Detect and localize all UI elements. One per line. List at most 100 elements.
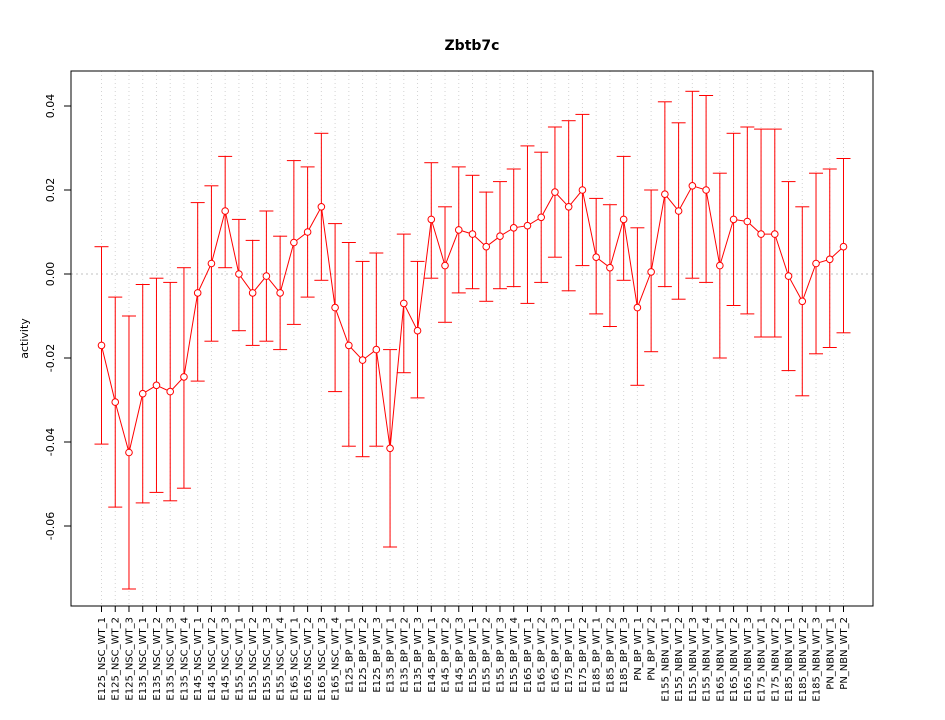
x-tick-label: E155_BP_WT_3	[495, 617, 506, 693]
x-tick-label: E125_BP_WT_3	[372, 617, 383, 693]
data-point	[386, 444, 394, 453]
data-point	[647, 268, 655, 276]
x-tick-label: E155_NBN_WT_3	[688, 617, 699, 702]
x-tick-label: E135_NSC_WT_2	[152, 617, 163, 701]
x-tick-label: E155_NSC_WT_3	[262, 617, 273, 701]
x-tick-label: E145_NSC_WT_1	[193, 617, 204, 701]
x-tick-label: E145_NSC_WT_2	[207, 617, 218, 701]
x-tick-label: E155_BP_WT_1	[468, 617, 479, 693]
x-tick-label: E175_BP_WT_2	[578, 617, 589, 693]
data-point	[441, 261, 449, 270]
data-point	[303, 228, 312, 236]
data-point	[138, 389, 147, 398]
x-tick-label: E155_NSC_WT_4	[276, 617, 287, 701]
y-tick-label: 0.00	[44, 262, 57, 287]
x-tick-label: E185_BP_WT_3	[619, 617, 630, 693]
x-tick-label: E155_BP_WT_4	[509, 617, 520, 693]
data-point	[290, 238, 298, 247]
data-point	[358, 356, 367, 364]
data-point	[399, 299, 408, 308]
error-bars	[94, 90, 851, 590]
data-point	[633, 303, 642, 312]
x-tick-label: E165_NSC_WT_3	[317, 617, 328, 701]
data-point	[523, 221, 532, 230]
data-point	[111, 398, 120, 406]
data-point	[551, 188, 559, 196]
x-tick-label: E135_BP_WT_2	[399, 617, 410, 693]
data-point	[372, 345, 381, 354]
data-point	[509, 224, 518, 232]
data-point	[276, 289, 284, 297]
y-axis-label: activity	[18, 318, 31, 359]
x-tick-label: E165_NSC_WT_1	[289, 617, 300, 701]
data-point	[193, 289, 202, 297]
data-point	[496, 232, 504, 240]
x-tick-label: E165_NBN_WT_3	[743, 617, 754, 702]
x-tick-label: E155_NSC_WT_1	[234, 617, 245, 701]
x-tick-label: E125_BP_WT_1	[344, 617, 355, 693]
x-tick-label: E155_NSC_WT_2	[248, 617, 259, 701]
data-point	[537, 213, 546, 222]
x-tick-label: E145_BP_WT_3	[454, 617, 465, 693]
y-tick-label: -0.02	[44, 344, 57, 372]
y-tick-label: -0.06	[44, 512, 57, 540]
x-tick-label: E185_BP_WT_2	[605, 617, 616, 693]
data-point	[413, 326, 422, 335]
data-point	[345, 341, 353, 350]
data-points	[97, 182, 848, 457]
x-tick-label: E175_NBN_WT_1	[757, 617, 768, 702]
data-point	[221, 207, 229, 215]
data-point	[784, 272, 793, 280]
data-point	[674, 207, 683, 215]
x-tick-label: PN_NBN_WT_2	[839, 617, 850, 690]
x-tick-label: E175_NBN_WT_2	[770, 617, 781, 702]
data-point	[578, 186, 587, 194]
y-tick-label: 0.02	[44, 178, 57, 203]
data-point	[427, 215, 436, 224]
x-tick-label: E125_NSC_WT_3	[124, 617, 135, 701]
x-tick-label: E165_BP_WT_2	[537, 617, 548, 693]
data-point	[729, 215, 738, 224]
data-point	[839, 242, 848, 251]
x-tick-label: E185_NBN_WT_2	[798, 617, 809, 702]
x-tick-label: E135_NSC_WT_1	[138, 617, 149, 701]
data-point	[688, 182, 697, 190]
y-axis: -0.06 -0.04 -0.02 0.00 0.02 0.04	[44, 94, 71, 540]
data-point	[812, 259, 820, 268]
data-point	[97, 341, 106, 350]
x-tick-label: PN_BP_WT_1	[633, 617, 644, 681]
x-tick-label: E155_BP_WT_2	[482, 617, 493, 693]
x-tick-label: E135_BP_WT_1	[386, 617, 397, 693]
data-point	[317, 203, 326, 211]
x-tick-label: E155_NBN_WT_1	[660, 617, 671, 702]
data-point	[207, 259, 216, 268]
data-point	[661, 190, 669, 198]
x-tick-label: E185_NBN_WT_1	[784, 617, 795, 702]
data-point	[482, 242, 491, 251]
data-point	[798, 297, 807, 306]
data-point	[248, 289, 257, 297]
x-tick-label: PN_NBN_WT_1	[825, 617, 836, 690]
x-tick-label: E125_NSC_WT_2	[111, 617, 122, 701]
x-tick-label: E165_NSC_WT_4	[331, 617, 342, 701]
y-tick-label: -0.04	[44, 428, 57, 456]
data-point	[235, 270, 243, 278]
x-tick-label: E165_BP_WT_3	[550, 617, 561, 693]
x-tick-label: E165_NBN_WT_2	[729, 617, 740, 702]
data-point	[606, 263, 614, 272]
x-tick-label: E185_NBN_WT_3	[812, 617, 823, 702]
x-tick-label: E155_NBN_WT_2	[674, 617, 685, 702]
data-point	[716, 261, 724, 270]
data-point	[592, 253, 600, 262]
data-point	[825, 255, 834, 264]
data-point	[166, 387, 175, 396]
x-tick-label: E145_BP_WT_1	[427, 617, 438, 693]
x-tick-label: E165_NBN_WT_1	[715, 617, 726, 702]
data-point	[331, 303, 339, 312]
x-tick-label: E135_NSC_WT_4	[179, 617, 190, 701]
x-tick-label: E125_NSC_WT_1	[97, 617, 108, 701]
data-point	[757, 230, 765, 238]
x-tick-label: E155_NBN_WT_4	[702, 617, 713, 702]
data-point	[770, 230, 779, 238]
